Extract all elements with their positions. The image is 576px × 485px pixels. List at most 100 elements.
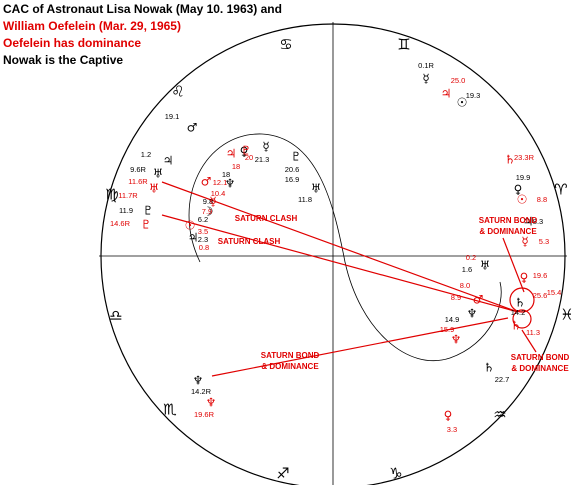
nowak-degree: 1.2 — [141, 150, 151, 159]
oefelein-degree: 18 — [232, 162, 240, 171]
oefelein-planet: ♀ — [520, 271, 529, 285]
oefelein-degree: 19.6 — [533, 271, 548, 280]
nowak-degree: 2.3 — [198, 235, 208, 244]
bond-line — [521, 329, 537, 353]
oefelein-degree: 15.4 — [547, 288, 562, 297]
header: CAC of Astronaut Lisa Nowak (May 10. 196… — [3, 2, 282, 67]
oefelein-planet: ♂ — [473, 293, 484, 307]
nowak-planet: ♇ — [143, 204, 154, 218]
annotation: & DOMINANCE — [261, 362, 319, 371]
nowak-planet: ♅ — [480, 259, 491, 273]
oefelein-degree: 11.3 — [526, 328, 540, 337]
oefelein-planet: ☉ — [185, 219, 196, 233]
annotation: SATURN CLASH — [218, 237, 281, 246]
nowak-planet: ☉ — [457, 96, 468, 110]
oefelein-degree: 0.8 — [199, 243, 209, 252]
oefelein-degree: 15.9 — [440, 325, 455, 334]
nowak-degree: 11.9 — [119, 206, 133, 215]
oefelein-planet: ♇ — [241, 144, 252, 158]
nowak-planet: ♆ — [193, 374, 204, 388]
zodiac-sign: ♏ — [163, 401, 177, 419]
nowak-degree: 19.3 — [466, 91, 481, 100]
nowak-degree: 14.9 — [445, 315, 460, 324]
nowak-degree: 0.1R — [418, 61, 434, 70]
nowak-degree: 19.9 — [516, 173, 531, 182]
zodiac-sign: ♓ — [560, 306, 573, 324]
aspect-lines — [161, 181, 537, 377]
zodiac-sign: ♐ — [276, 465, 289, 483]
oefelein-degree: 8.0 — [460, 281, 470, 290]
oefelein-degree: 11.7R — [118, 191, 138, 200]
nowak-planet: ♃ — [523, 215, 534, 229]
oefelein-degree: 11.6R — [128, 177, 148, 186]
zodiac-sign: ♈ — [554, 181, 567, 199]
oefelein-degree: 25.6 — [533, 291, 548, 300]
inner-loop — [188, 133, 502, 362]
nowak-planet: ☿ — [422, 72, 429, 86]
nowak-degree: 6.2 — [198, 215, 208, 224]
nowak-degree: 8.3 — [533, 217, 543, 226]
oefelein-degree: 19.6R — [194, 410, 215, 419]
nowak-degree: 14.2 — [511, 308, 526, 317]
oefelein-planet: ♃ — [441, 87, 452, 101]
title: CAC of Astronaut Lisa Nowak (May 10. 196… — [3, 2, 282, 16]
nowak-planet: ♆ — [467, 307, 478, 321]
zodiac-sign: ♑ — [389, 465, 402, 483]
nowak-planet: ☿ — [262, 140, 269, 154]
nowak-planet: ♇ — [291, 150, 302, 164]
subtitle: William Oefelein (Mar. 29, 1965) — [3, 19, 181, 33]
bond-line — [211, 317, 509, 377]
oefelein-planet: ☿ — [521, 235, 528, 249]
oefelein-degree: 8.9 — [451, 293, 461, 302]
nowak-degree: 22.7 — [495, 375, 510, 384]
oefelein-planet: ♅ — [149, 182, 160, 196]
nowak-degree: 9.6R — [130, 165, 146, 174]
nowak-degree: 19.1 — [165, 112, 180, 121]
nowak-planet: ♄ — [515, 296, 526, 310]
annotation: SATURN CLASH — [235, 214, 298, 223]
nowak-planet: ♆ — [225, 177, 236, 191]
oefelein-degree: 8.8 — [537, 195, 547, 204]
oefelein-degree: 12.1 — [213, 178, 228, 187]
zodiac-sign: ♒ — [493, 406, 506, 424]
nowak-degree: 20.6 — [285, 165, 300, 174]
saturn-ring — [512, 309, 532, 329]
oefelein-planet: ♆ — [451, 333, 462, 347]
oefelein-planet: ☿ — [209, 195, 216, 209]
oefelein-degree: 23.3R — [514, 153, 535, 162]
nowak-planet: ♄ — [484, 361, 495, 375]
clash-line — [161, 181, 519, 313]
oefelein-planet: ♃ — [226, 147, 237, 161]
oefelein-degree: 20 — [245, 153, 253, 162]
zodiac-sign: ♎ — [109, 307, 122, 325]
bond-line — [502, 237, 525, 293]
oefelein-planet: ♆ — [206, 396, 217, 410]
nowak-planet: ♅ — [153, 167, 164, 181]
oefelein-degree: 3.3 — [447, 425, 457, 434]
oefelein-planet: ♀ — [444, 409, 453, 423]
nowak-planet: ♀ — [240, 145, 249, 159]
nowak-degree: 1.6 — [462, 265, 472, 274]
annotation: SATURN BOND — [479, 216, 538, 225]
subtitle: Oefelein has dominance — [3, 36, 141, 50]
nowak-degree: 14.2R — [191, 387, 212, 396]
oefelein-planet: ☉ — [517, 193, 528, 207]
annotation: & DOMINANCE — [511, 364, 569, 373]
oefelein-planet: ♂ — [201, 175, 212, 189]
oefelein-degree: 3.5 — [198, 227, 208, 236]
oefelein-planet: ♄ — [511, 319, 522, 333]
nowak-planet: ♂ — [187, 121, 198, 135]
zodiac-sign: ♌ — [171, 83, 184, 101]
annotation: SATURN BOND — [511, 353, 570, 362]
nowak-planet: ♃ — [188, 231, 199, 245]
nowak-degree: 18 — [222, 170, 230, 179]
oefelein-degree: 14.6R — [110, 219, 131, 228]
clash-line — [161, 214, 519, 313]
nowak-planet: ♃ — [163, 154, 174, 168]
zodiac-sign: ♊ — [397, 36, 410, 54]
oefelein-degree: 7.9 — [202, 207, 212, 216]
saturn-ring — [509, 287, 535, 313]
nowak-degree: 21.3 — [255, 155, 270, 164]
annotation: SATURN BOND — [261, 351, 320, 360]
zodiac-sign: ♍ — [105, 186, 118, 204]
